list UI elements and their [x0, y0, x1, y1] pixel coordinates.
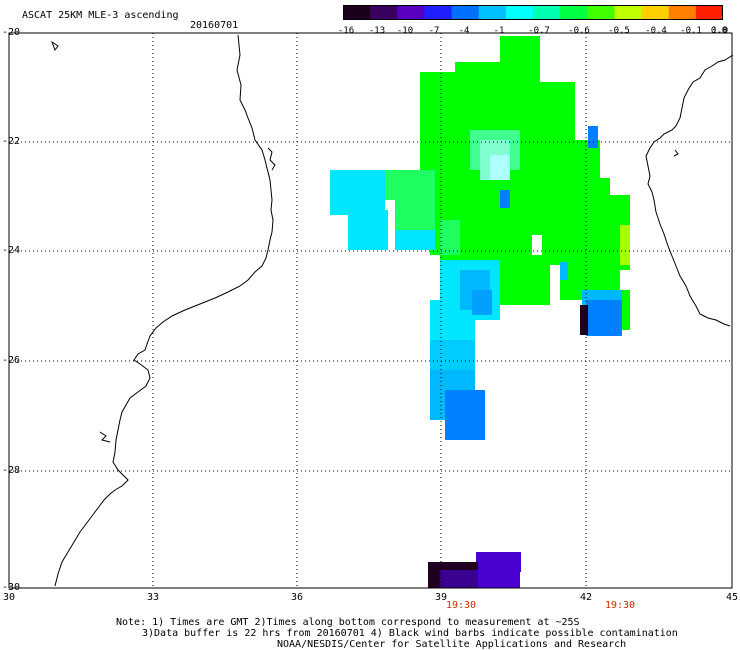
wind-cell [395, 230, 435, 250]
map-frame [8, 32, 733, 589]
wind-cell [580, 305, 588, 335]
colorbar-segment [343, 5, 371, 20]
wind-cell [540, 82, 575, 142]
lon-label: 36 [290, 592, 304, 603]
wind-cell [588, 126, 598, 148]
small-island [50, 40, 59, 52]
colorbar-label: -0.5 [608, 26, 630, 36]
wind-cell [478, 568, 520, 588]
wind-cell [348, 210, 388, 250]
colorbar-segment [587, 5, 615, 20]
colorbar-label: -0.4 [645, 26, 667, 36]
africa-inlet [99, 431, 111, 443]
wind-cell [560, 262, 568, 280]
colorbar [343, 5, 723, 20]
lon-label: 45 [725, 592, 739, 603]
wind-cell [420, 72, 460, 152]
colorbar-segment [397, 5, 425, 20]
wind-data-swath [330, 36, 630, 588]
colorbar-label: -0.1 [680, 26, 702, 36]
colorbar-segment [370, 5, 398, 20]
lat-label: -30 [2, 582, 21, 593]
lon-label: 42 [579, 592, 593, 603]
lat-label: -24 [2, 245, 21, 256]
colorbar-segment [668, 5, 697, 20]
wind-cell [532, 235, 542, 255]
wind-cell [620, 225, 630, 265]
colorbar-segment [505, 5, 534, 20]
lat-label: -22 [2, 136, 21, 147]
colorbar-segment [641, 5, 670, 20]
pass-time-1: 19:30 [445, 600, 477, 611]
date-label: 20160701 [190, 20, 239, 31]
lat-label: -28 [2, 465, 21, 476]
colorbar-label: 0.0 [710, 26, 728, 36]
wind-cell [540, 140, 600, 200]
colorbar-label: -10 [396, 26, 414, 36]
colorbar-segment [695, 5, 723, 20]
wind-cell [472, 290, 492, 315]
wind-cell [586, 300, 622, 336]
colorbar-segment [614, 5, 643, 20]
colorbar-segment [478, 5, 507, 20]
wind-cell [445, 390, 485, 440]
colorbar-labels: -16 -13 -10 -7 -4 -1 -0.7 -0.6 -0.5 -0.4 -0.1 0.0 1.… [330, 26, 740, 37]
pass-time-2: 19:30 [604, 600, 636, 611]
wind-cell [595, 178, 610, 208]
lat-lon-grid [9, 33, 732, 588]
wind-cell [440, 220, 460, 255]
wind-cell [330, 170, 385, 215]
colorbar-label: -1 [493, 26, 505, 36]
wind-cell [500, 36, 540, 66]
africa-coastline [54, 34, 274, 587]
note-line-3: NOAA/NESDIS/Center for Satellite Applica… [277, 639, 627, 650]
wind-cell [430, 340, 475, 370]
lon-label: 33 [146, 592, 160, 603]
wind-cell [620, 290, 630, 330]
title: ASCAT 25KM MLE-3 ascending [22, 10, 179, 21]
colorbar-label: -0.6 [568, 26, 590, 36]
lon-label: 30 [2, 592, 16, 603]
colorbar-segment [533, 5, 561, 20]
colorbar-label: -13 [368, 26, 386, 36]
wind-cell [476, 552, 521, 572]
colorbar-label: -0.7 [528, 26, 550, 36]
lat-label: -26 [2, 355, 21, 366]
note-line-1: Note: 1) Times are GMT 2)Times along bot… [116, 617, 580, 628]
wind-cell [500, 190, 510, 208]
colorbar-segment [424, 5, 453, 20]
wind-cell [455, 62, 540, 92]
madagascar-islet [673, 149, 679, 157]
colorbar-label: -4 [458, 26, 470, 36]
colorbar-label: 1.0 [711, 26, 729, 36]
wind-cell [395, 195, 435, 230]
colorbar-label: -7 [428, 26, 440, 36]
colorbar-segment [560, 5, 588, 20]
note-line-2: 3)Data buffer is 22 hrs from 20160701 4)… [142, 628, 678, 639]
lat-label: -20 [2, 27, 21, 38]
lon-label: 39 [434, 592, 448, 603]
wind-cell [490, 155, 510, 180]
madagascar-coastline [645, 54, 734, 327]
colorbar-segment [451, 5, 480, 20]
lake-coast [267, 147, 276, 171]
colorbar-label: -16 [337, 26, 355, 36]
